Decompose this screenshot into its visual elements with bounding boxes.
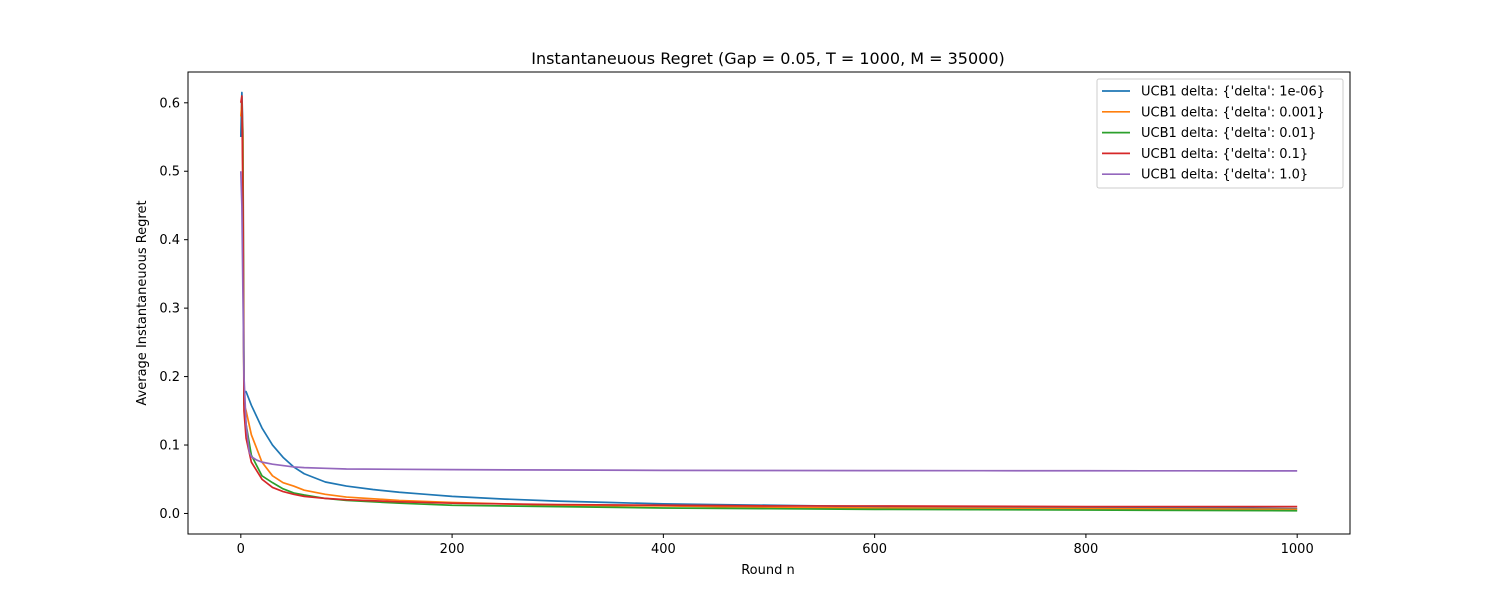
y-tick-label: 0.3 — [159, 302, 180, 317]
legend-label-4: UCB1 delta: {'delta': 1.0} — [1141, 168, 1308, 183]
chart-title: Instantaneuous Regret (Gap = 0.05, T = 1… — [531, 49, 1005, 68]
x-tick-label: 800 — [1073, 542, 1098, 557]
x-axis: 0 200 400 600 800 1000 — [237, 534, 1314, 557]
y-tick-label: 0.4 — [159, 233, 180, 248]
plot-frame — [187, 71, 1351, 535]
y-axis-label: Average Instantaneuous Regret — [135, 200, 150, 405]
x-axis-label: Round n — [741, 563, 795, 578]
series-line-4 — [239, 171, 1298, 472]
y-axis: 0.0 0.1 0.2 0.3 0.4 0.5 0.6 — [159, 96, 188, 522]
legend-frame — [1096, 78, 1344, 189]
legend-label-1: UCB1 delta: {'delta': 0.001} — [1141, 105, 1325, 120]
legend-label-2: UCB1 delta: {'delta': 0.01} — [1141, 126, 1316, 141]
x-tick-label: 200 — [440, 542, 465, 557]
legend-label-3: UCB1 delta: {'delta': 0.1} — [1141, 147, 1308, 162]
x-tick-label: 0 — [237, 542, 245, 557]
y-tick-label: 0.1 — [159, 439, 180, 454]
x-tick-label: 400 — [651, 542, 676, 557]
series-layer — [239, 91, 1298, 512]
x-tick-label: 600 — [862, 542, 887, 557]
y-tick-label: 0.2 — [159, 370, 180, 385]
legend: UCB1 delta: {'delta': 1e-06} UCB1 delta: … — [1096, 78, 1344, 189]
legend-label-0: UCB1 delta: {'delta': 1e-06} — [1141, 85, 1325, 100]
y-tick-label: 0.0 — [159, 507, 180, 522]
series-line-3 — [239, 95, 1298, 508]
x-tick-label: 1000 — [1281, 542, 1314, 557]
y-tick-label: 0.5 — [159, 165, 180, 180]
y-tick-label: 0.6 — [159, 96, 180, 111]
